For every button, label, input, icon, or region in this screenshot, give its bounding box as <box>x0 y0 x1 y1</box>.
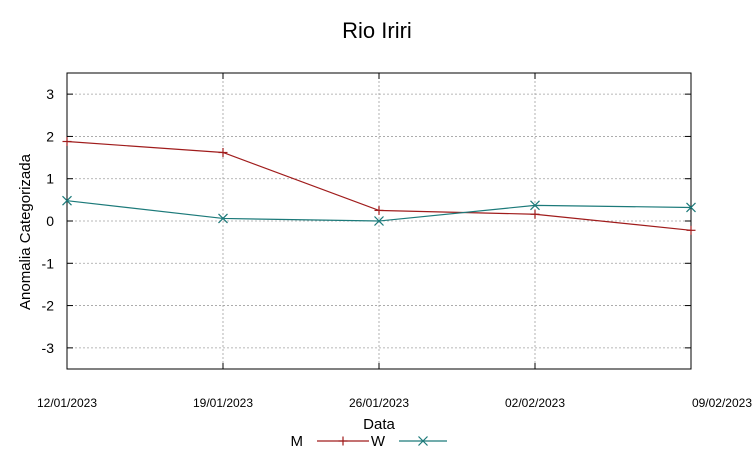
x-tick-label: 19/01/2023 <box>193 396 253 410</box>
y-tick-label: 2 <box>46 128 54 144</box>
grid <box>67 73 691 369</box>
data-point-w <box>62 195 72 206</box>
legend-label-w: W <box>371 433 386 450</box>
y-tick-label: -2 <box>42 298 55 314</box>
y-axis-label: Anomalia Categorizada <box>17 153 34 310</box>
x-axis-label: Data <box>363 416 395 433</box>
y-tick-label: 0 <box>46 213 54 229</box>
y-tick-label: 1 <box>46 171 54 187</box>
x-tick-label: 26/01/2023 <box>349 396 409 410</box>
data-point-w <box>218 213 228 224</box>
y-tick-label: 3 <box>46 86 54 102</box>
chart-title: Rio Iriri <box>342 18 412 43</box>
legend-label-m: M <box>291 433 304 450</box>
y-tick-label: -1 <box>42 255 55 271</box>
legend: M W <box>291 433 447 450</box>
legend-marker-w <box>418 436 428 446</box>
series-layer <box>62 137 696 235</box>
legend-marker-m <box>338 436 348 446</box>
legend-marker-w <box>418 436 428 446</box>
x-tick-label: 02/02/2023 <box>505 396 565 410</box>
axis-ticks: 3 2 1 0 -1 -2 -3 12/01/2023 19/01/2023 26/01/2023… <box>37 73 752 410</box>
data-point-w <box>530 200 540 211</box>
y-tick-label: -3 <box>42 340 55 356</box>
x-tick-label: 12/01/2023 <box>37 396 97 410</box>
data-point-w <box>686 202 696 213</box>
x-tick-label: 09/02/2023 <box>692 396 752 410</box>
data-point-w <box>374 216 384 226</box>
